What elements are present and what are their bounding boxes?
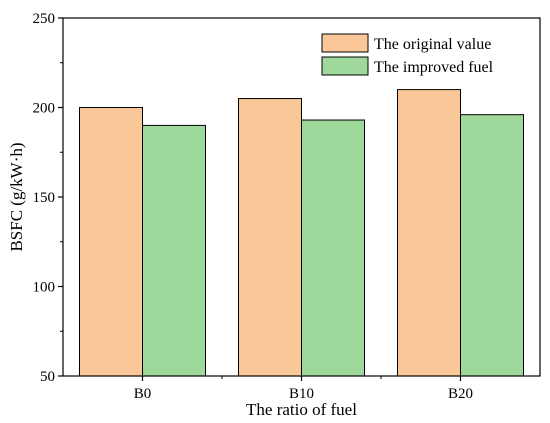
y-tick-label-150: 150 — [33, 190, 56, 206]
x-tick-label-b20: B20 — [448, 386, 473, 402]
bar-b20-series-1 — [397, 89, 461, 377]
legend-swatch-2 — [321, 56, 369, 76]
x-axis-label: The ratio of fuel — [246, 400, 357, 419]
bars-layer — [79, 89, 524, 377]
x-axis: B0 B10 B20 — [134, 376, 473, 402]
bar-b0-series-1 — [79, 107, 143, 377]
legend-label-2: The improved fuel — [374, 59, 494, 76]
bar-b10-series-2 — [301, 119, 365, 377]
y-axis-label: BSFC (g/kW·h) — [7, 142, 26, 251]
y-tick-label-50: 50 — [40, 369, 55, 385]
y-tick-label-100: 100 — [33, 280, 56, 296]
x-tick-label-b10: B10 — [289, 386, 314, 402]
legend: The original value The improved fuel — [321, 33, 494, 76]
y-tick-label-200: 200 — [33, 101, 56, 117]
bar-b10-series-1 — [238, 98, 302, 377]
bar-b20-series-2 — [460, 114, 524, 377]
legend-swatch-1 — [321, 33, 369, 53]
legend-label-1: The original value — [374, 36, 491, 53]
bar-b0-series-2 — [142, 124, 206, 377]
y-axis: 50 100 150 200 250 — [33, 11, 63, 385]
x-tick-label-b0: B0 — [134, 386, 152, 402]
y-tick-label-250: 250 — [33, 11, 56, 27]
